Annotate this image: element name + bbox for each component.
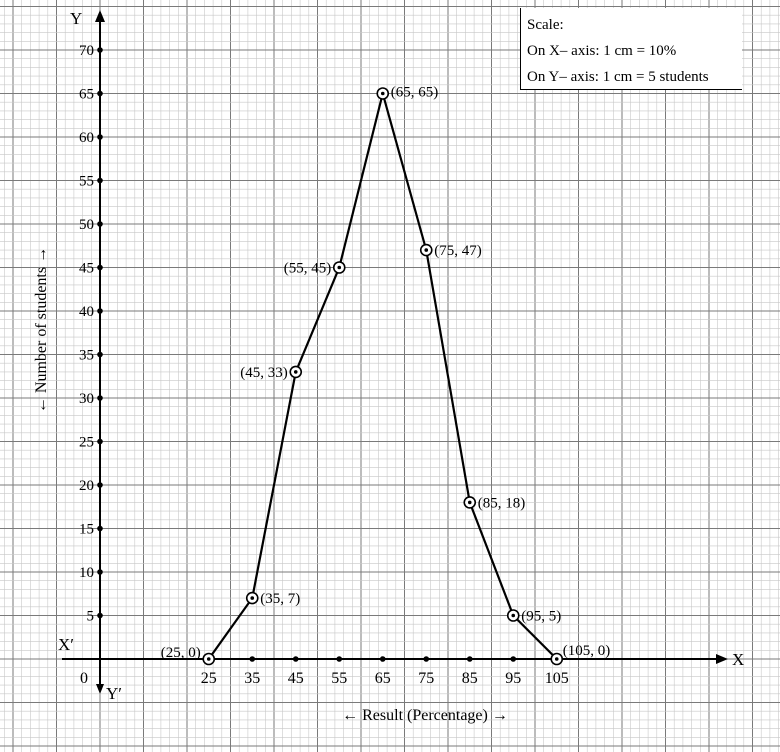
y-tick-mark <box>97 90 103 97</box>
data-point-dot <box>424 248 429 252</box>
y-axis-down-arrow <box>96 684 104 694</box>
x-axis-negative-name: X′ <box>58 635 74 654</box>
data-point-label: (75, 47) <box>434 243 482 259</box>
data-point-dot <box>293 370 298 374</box>
y-tick-mark <box>97 482 103 488</box>
y-tick-label: 5 <box>87 609 95 625</box>
x-tick-label: 25 <box>201 670 217 687</box>
y-axis-negative-name: Y′ <box>106 684 122 703</box>
data-point-label: (55, 45) <box>284 261 332 277</box>
y-tick-mark <box>97 177 103 184</box>
data-point-dot <box>337 265 342 270</box>
data-point-label: (25, 0) <box>161 645 201 661</box>
y-tick-mark <box>97 525 103 532</box>
x-tick-label: 45 <box>288 670 304 687</box>
data-point-label: (65, 65) <box>391 85 439 101</box>
data-point-label: (105, 0) <box>563 643 611 659</box>
data-point-dot <box>250 596 255 600</box>
x-axis-arrow <box>716 654 728 664</box>
scale-legend: Scale: On X– axis: 1 cm = 10% On Y– axis… <box>520 8 742 90</box>
y-tick-mark <box>97 612 103 619</box>
y-tick-label: 50 <box>79 217 94 233</box>
y-tick-label: 30 <box>79 391 94 407</box>
y-tick-mark <box>97 395 103 401</box>
y-tick-mark <box>97 351 103 358</box>
x-tick-mark <box>249 656 256 662</box>
y-tick-label: 35 <box>79 348 94 364</box>
x-tick-label: 65 <box>375 670 391 687</box>
y-tick-label: 65 <box>79 87 94 103</box>
scale-x-note: On X– axis: 1 cm = 10% <box>527 43 677 59</box>
data-point-dot <box>511 613 516 618</box>
x-axis-title: ← Result (Percentage) → <box>342 707 508 724</box>
data-point-label: (45, 33) <box>240 365 288 381</box>
y-tick-label: 60 <box>79 130 94 146</box>
y-axis-arrow <box>95 10 105 22</box>
y-tick-mark <box>97 47 103 53</box>
x-axis-name: X <box>732 650 744 669</box>
x-tick-label: 35 <box>244 670 260 687</box>
data-point-dot <box>206 657 211 661</box>
data-point-dot <box>380 91 385 96</box>
data-labels: (25, 0) (35, 7) (45, 33) (55, 45) (65, 65) (7… <box>161 85 611 662</box>
x-tick-label: 95 <box>505 670 521 687</box>
y-axis-title: ← Number of students → <box>33 247 50 413</box>
data-point-dot <box>467 500 472 505</box>
origin-label: 0 <box>80 670 88 687</box>
data-point-dot <box>554 657 559 661</box>
tick-labels: 25 35 45 55 65 75 85 95 105 5 10 15 20 25 30 35 40 45 50 55… <box>79 43 569 687</box>
data-point-label: (35, 7) <box>260 591 300 607</box>
x-tick-label: 55 <box>331 670 347 687</box>
data-points <box>202 87 564 666</box>
scale-title: Scale: <box>527 17 564 33</box>
y-tick-mark <box>97 134 103 140</box>
y-tick-mark <box>97 308 103 314</box>
x-tick-mark <box>466 656 473 662</box>
x-tick-mark <box>379 656 386 662</box>
y-tick-label: 10 <box>79 565 94 581</box>
y-tick-mark <box>97 221 103 227</box>
y-tick-mark <box>97 569 103 575</box>
y-tick-label: 25 <box>79 435 94 451</box>
axes <box>62 10 728 694</box>
y-tick-label: 55 <box>79 174 94 190</box>
y-tick-label: 20 <box>79 478 94 494</box>
y-tick-label: 15 <box>79 522 94 538</box>
x-tick-mark <box>423 656 430 662</box>
y-tick-label: 40 <box>79 304 94 320</box>
y-tick-label: 45 <box>79 261 94 277</box>
x-tick-label: 85 <box>462 670 478 687</box>
y-tick-mark <box>97 264 103 271</box>
data-point-label: (95, 5) <box>521 609 561 625</box>
x-tick-label: 105 <box>545 670 569 687</box>
y-tick-mark <box>97 438 103 445</box>
x-tick-label: 75 <box>418 670 434 687</box>
x-tick-mark <box>510 656 517 662</box>
x-tick-mark <box>292 656 299 662</box>
x-tick-mark <box>336 656 343 662</box>
scale-y-note: On Y– axis: 1 cm = 5 students <box>527 69 709 85</box>
y-tick-label: 70 <box>79 43 94 59</box>
y-axis-name: Y <box>70 9 82 28</box>
data-point-label: (85, 18) <box>478 495 526 511</box>
